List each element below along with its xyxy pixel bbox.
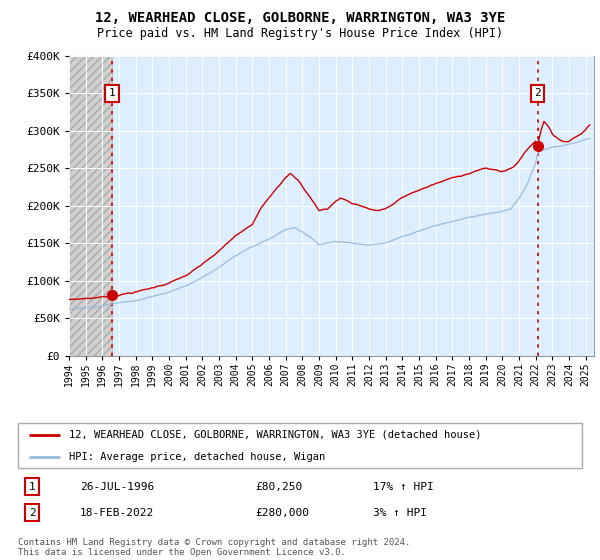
Text: 12, WEARHEAD CLOSE, GOLBORNE, WARRINGTON, WA3 3YE: 12, WEARHEAD CLOSE, GOLBORNE, WARRINGTON… [95, 11, 505, 25]
Text: 2: 2 [534, 88, 541, 99]
FancyBboxPatch shape [18, 423, 582, 468]
Text: 12, WEARHEAD CLOSE, GOLBORNE, WARRINGTON, WA3 3YE (detached house): 12, WEARHEAD CLOSE, GOLBORNE, WARRINGTON… [69, 430, 481, 440]
Text: 2: 2 [29, 507, 35, 517]
Text: HPI: Average price, detached house, Wigan: HPI: Average price, detached house, Wiga… [69, 452, 325, 463]
Text: 26-JUL-1996: 26-JUL-1996 [80, 482, 154, 492]
Text: 18-FEB-2022: 18-FEB-2022 [80, 507, 154, 517]
Text: 17% ↑ HPI: 17% ↑ HPI [373, 482, 434, 492]
Bar [69, 56, 112, 356]
Text: 1: 1 [29, 482, 35, 492]
Text: 3% ↑ HPI: 3% ↑ HPI [373, 507, 427, 517]
Text: Price paid vs. HM Land Registry's House Price Index (HPI): Price paid vs. HM Land Registry's House … [97, 27, 503, 40]
Text: Contains HM Land Registry data © Crown copyright and database right 2024.
This d: Contains HM Land Registry data © Crown c… [18, 538, 410, 557]
Text: 1: 1 [109, 88, 115, 99]
Text: £80,250: £80,250 [255, 482, 302, 492]
Bar [69, 56, 112, 356]
Text: £280,000: £280,000 [255, 507, 309, 517]
